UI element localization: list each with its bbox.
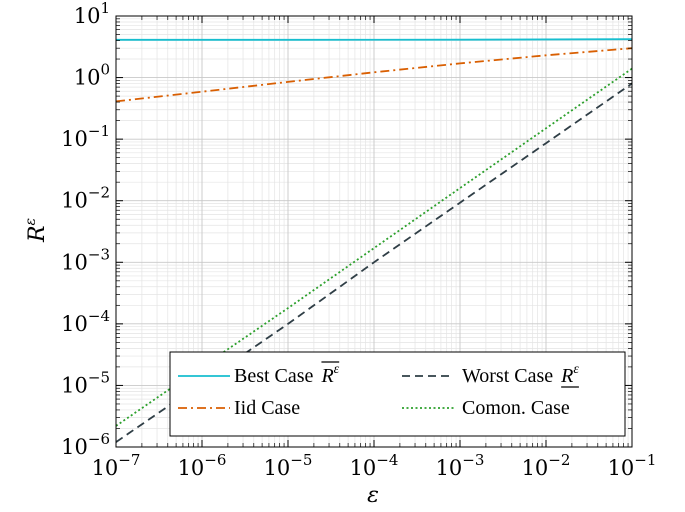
y-axis-label: Rε — [23, 218, 50, 243]
legend-label: Best Case — [234, 365, 314, 387]
legend-label: Iid Case — [234, 397, 300, 419]
x-tick-label: 10−6 — [178, 451, 227, 480]
y-tick-label: 10−1 — [61, 122, 110, 151]
series-line — [116, 38, 633, 41]
legend-label: Worst Case — [462, 365, 553, 387]
y-tick-label: 10−4 — [61, 307, 110, 336]
y-tick-label: 10−5 — [61, 368, 110, 397]
y-axis-label-sup: ε — [23, 218, 39, 226]
legend-math: Rε — [560, 362, 579, 387]
y-tick-label: 10−3 — [61, 245, 110, 274]
y-tick-label: 100 — [74, 61, 110, 90]
y-tick-label: 10−6 — [61, 430, 110, 459]
x-tick-label: 10−5 — [264, 451, 313, 480]
x-axis-label: ε — [367, 483, 379, 508]
y-tick-label: 10−2 — [61, 184, 110, 213]
x-tick-label: 10−4 — [350, 451, 399, 480]
tick-marks — [115, 15, 633, 448]
x-tick-label: 10−2 — [522, 451, 571, 480]
y-axis-label-base: R — [25, 225, 50, 243]
legend-label: Comon. Case — [462, 397, 570, 419]
legend-box — [169, 351, 626, 437]
legend: Best Case Rε Worst Case Rε Iid Case Comon. Ca… — [169, 351, 626, 437]
x-tick-label: 10−7 — [92, 451, 141, 480]
series-line — [115, 47, 633, 103]
x-tick-label: 10−3 — [436, 451, 485, 480]
y-tick-label: 101 — [74, 0, 110, 28]
x-tick-label: 10−1 — [608, 451, 657, 480]
legend-math: Rε — [320, 362, 339, 387]
x-tick-labels: 10−7 10−6 10−5 10−4 10−3 10−2 10−1 — [92, 451, 657, 480]
y-tick-labels: 10−6 10−5 10−4 10−3 10−2 10−1 100 101 — [61, 0, 110, 459]
